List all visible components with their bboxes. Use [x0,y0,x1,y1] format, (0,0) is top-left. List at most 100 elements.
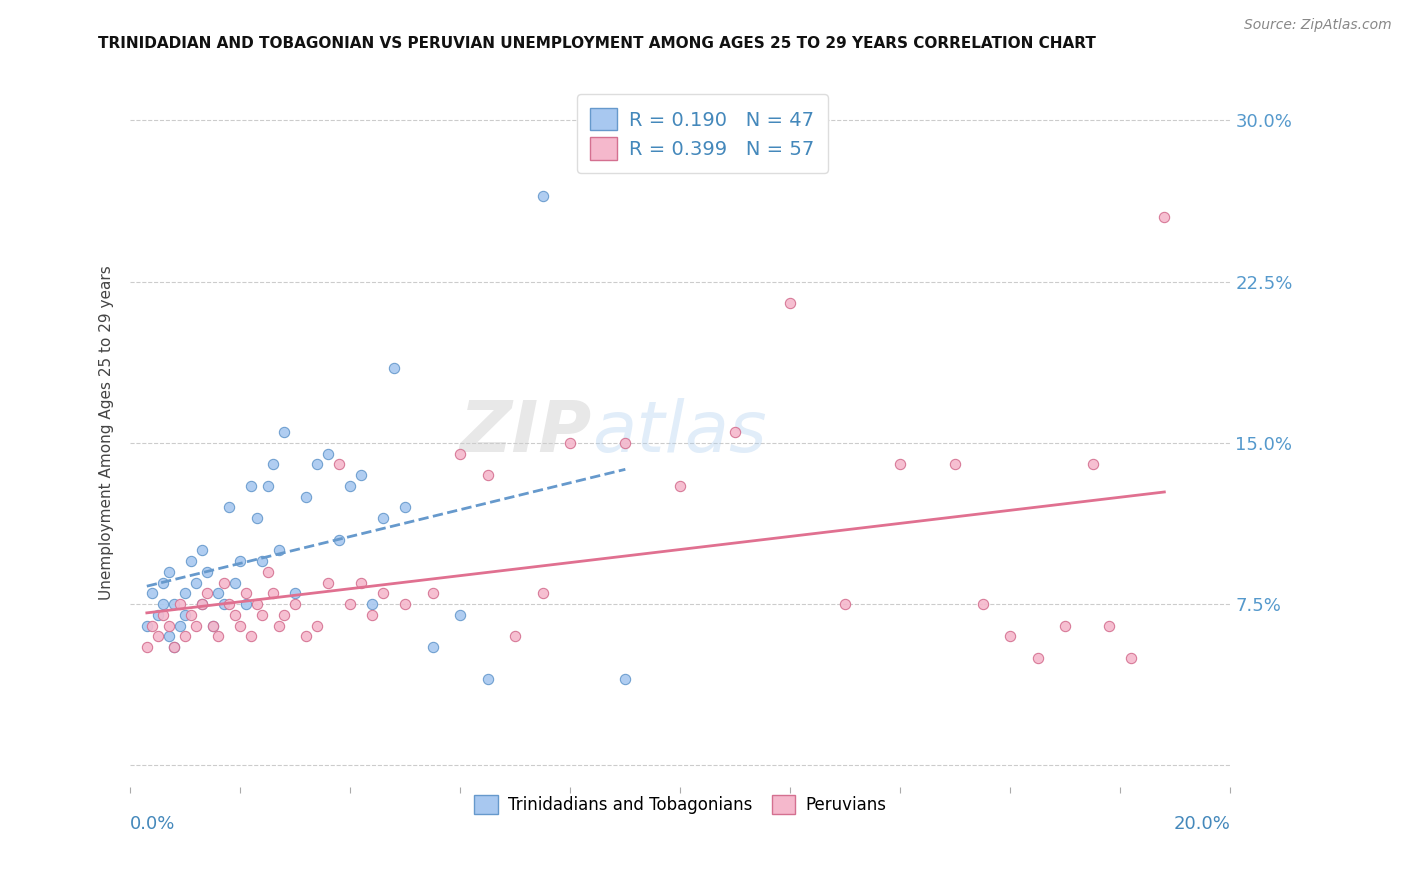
Point [146,607,169,622]
Y-axis label: Unemployment Among Ages 25 to 29 years: Unemployment Among Ages 25 to 29 years [100,265,114,599]
Point [361,607,384,622]
Point [224,607,246,622]
Point [889,458,911,472]
Point [207,586,229,600]
Point [350,468,373,483]
Point [201,618,224,632]
Point [135,640,157,655]
Point [1081,458,1104,472]
Point [382,360,405,375]
Point [779,296,801,310]
Point [186,618,208,632]
Point [273,425,295,440]
Point [1121,651,1143,665]
Point [943,458,966,472]
Point [614,436,637,450]
Point [246,511,269,525]
Text: atlas: atlas [592,398,766,467]
Point [318,575,340,590]
Point [212,597,235,611]
Point [256,479,278,493]
Point [1026,651,1049,665]
Point [229,618,252,632]
Point [328,533,350,547]
Point [163,640,186,655]
Point [1054,618,1077,632]
Point [373,586,395,600]
Point [246,597,269,611]
Point [235,586,257,600]
Point [307,458,329,472]
Point [141,586,163,600]
Point [157,629,180,643]
Point [157,618,180,632]
Point [284,597,307,611]
Text: Source: ZipAtlas.com: Source: ZipAtlas.com [1244,18,1392,32]
Point [141,618,163,632]
Point [669,479,692,493]
Point [146,629,169,643]
Point [180,607,202,622]
Point [1000,629,1022,643]
Point [224,575,246,590]
Point [152,607,174,622]
Point [361,597,384,611]
Text: TRINIDADIAN AND TOBAGONIAN VS PERUVIAN UNEMPLOYMENT AMONG AGES 25 TO 29 YEARS CO: TRINIDADIAN AND TOBAGONIAN VS PERUVIAN U… [98,36,1097,51]
Point [218,500,240,515]
Point [186,575,208,590]
Point [174,607,197,622]
Point [163,640,186,655]
Point [267,618,290,632]
Text: 0.0%: 0.0% [131,815,176,833]
Point [318,447,340,461]
Point [477,673,499,687]
Point [531,586,554,600]
Point [235,597,257,611]
Point [422,586,444,600]
Point [560,436,582,450]
Point [240,479,263,493]
Point [169,618,191,632]
Point [295,490,318,504]
Point [157,565,180,579]
Point [273,607,295,622]
Point [191,597,214,611]
Point [295,629,318,643]
Point [169,597,191,611]
Point [328,458,350,472]
Legend: Trinidadians and Tobagonians, Peruvians: Trinidadians and Tobagonians, Peruvians [468,789,893,822]
Point [724,425,747,440]
Point [163,597,186,611]
Point [252,607,274,622]
Point [834,597,856,611]
Point [267,543,290,558]
Text: ZIP: ZIP [460,398,592,467]
Point [339,479,361,493]
Point [394,597,416,611]
Point [195,586,218,600]
Point [207,629,229,643]
Point [339,597,361,611]
Point [449,607,471,622]
Point [180,554,202,568]
Point [135,618,157,632]
Point [1098,618,1121,632]
Point [477,468,499,483]
Point [422,640,444,655]
Point [201,618,224,632]
Text: 20.0%: 20.0% [1174,815,1230,833]
Point [262,458,284,472]
Point [252,554,274,568]
Point [449,447,471,461]
Point [152,597,174,611]
Point [191,597,214,611]
Point [505,629,527,643]
Point [218,597,240,611]
Point [284,586,307,600]
Point [152,575,174,590]
Point [972,597,994,611]
Point [229,554,252,568]
Point [256,565,278,579]
Point [350,575,373,590]
Point [394,500,416,515]
